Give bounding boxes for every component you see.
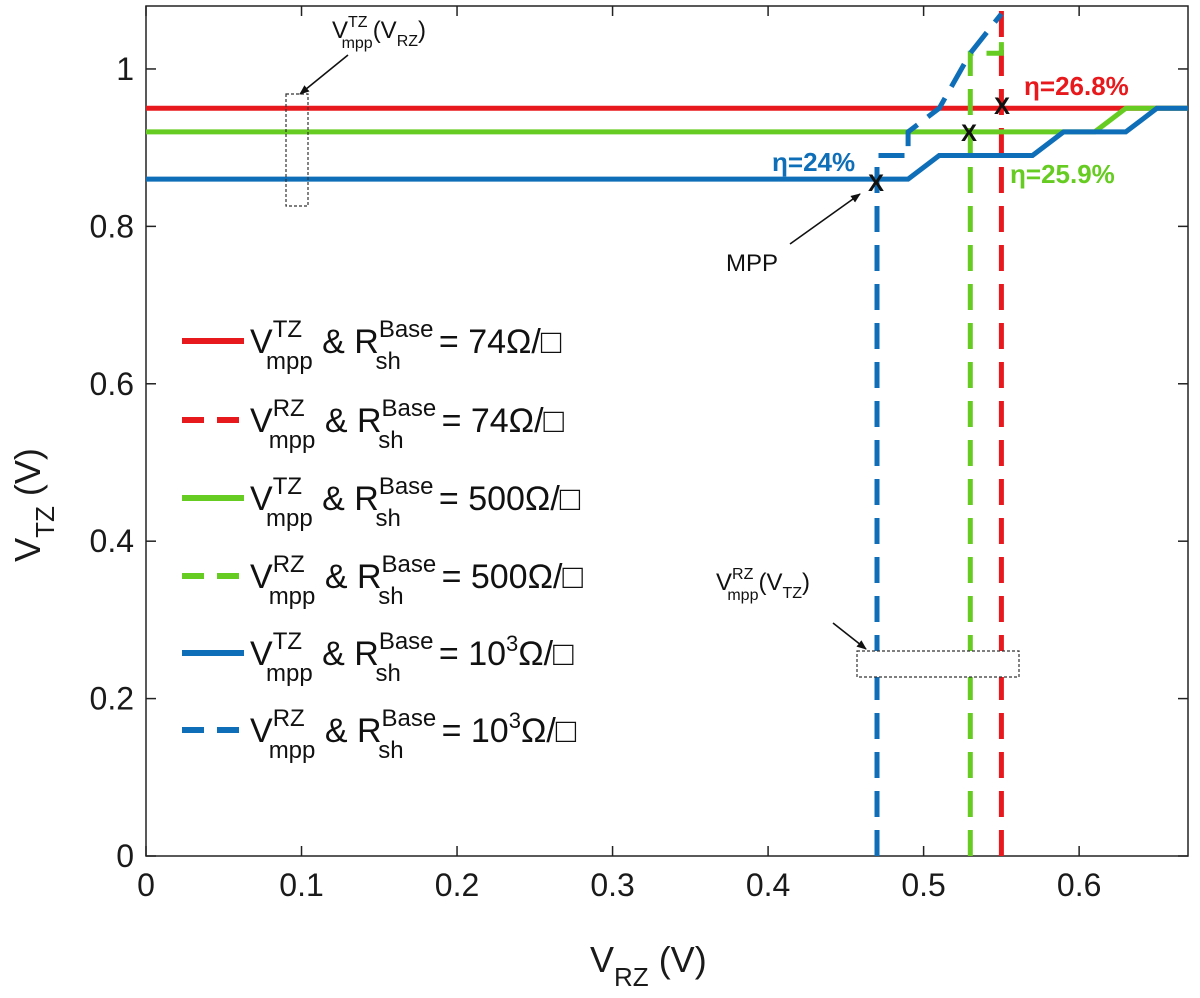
series-line-blue-solid xyxy=(146,105,1188,182)
series-line-blue-dashed xyxy=(874,12,1004,856)
legend-label-red-solid: VTZ mpp & RBase sh= 74Ω/□ xyxy=(250,316,562,375)
x-tick-label: 0.3 xyxy=(590,867,634,903)
legend-label-blue-solid: VTZ mpp & RBase sh= 103Ω/□ xyxy=(250,628,574,687)
plot-area xyxy=(145,5,1189,857)
series-line-green-dashed xyxy=(967,29,1004,856)
eta-label-green: η=25.9% xyxy=(1010,159,1115,189)
mpp-label: MPP xyxy=(726,250,778,277)
y-tick-label: 0.2 xyxy=(90,681,134,717)
arrow-mpp xyxy=(789,193,861,245)
y-tick-label: 0.6 xyxy=(90,366,134,402)
x-tick-label: 0.6 xyxy=(1057,867,1101,903)
mpp-marker-blue: X xyxy=(868,170,884,197)
eta-label-blue: η=24% xyxy=(772,147,855,177)
legend-label-green-solid: VTZ mpp & RBase sh= 500Ω/□ xyxy=(250,473,581,532)
legend-label-blue-dashed: VRZ mpp & RBase sh= 103Ω/□ xyxy=(250,705,577,764)
x-tick-label: 0 xyxy=(137,867,155,903)
mpp-marker-red: X xyxy=(994,93,1010,120)
legend: VTZ mpp & RBase sh= 74Ω/□ VRZ mpp & RBase sh… xyxy=(182,316,583,764)
series-layer xyxy=(146,6,1188,856)
y-tick-label: 1 xyxy=(116,51,134,87)
y-axis-label: VTZ (V) xyxy=(7,448,60,562)
eta-label-red: η=26.8% xyxy=(1024,71,1129,101)
mpp-marker-green: X xyxy=(961,120,977,147)
x-tick-label: 0.2 xyxy=(435,867,479,903)
arrow-bottom-box xyxy=(832,622,867,650)
y-tick-label: 0.4 xyxy=(90,523,134,559)
x-tick-label: 0.5 xyxy=(901,867,945,903)
y-tick-label: 0.8 xyxy=(90,208,134,244)
ticks-layer: 0 0.1 0.2 0.3 0.4 0.5 0.6 0 0.2 0.4 0.6 0.8 1 xyxy=(90,6,1188,903)
annotation-box-bottom xyxy=(856,650,1020,678)
x-axis-label: VRZ (V) xyxy=(590,939,707,992)
x-tick-label: 0.1 xyxy=(279,867,323,903)
x-tick-label: 0.4 xyxy=(746,867,790,903)
arrow-top-box xyxy=(299,54,349,95)
y-tick-label: 0 xyxy=(116,838,134,874)
legend-label-green-dashed: VRZ mpp & RBase sh= 500Ω/□ xyxy=(250,551,583,610)
legend-label-red-dashed: VRZ mpp & RBase sh= 74Ω/□ xyxy=(250,395,565,454)
annotation-box-top-label: VTZ mpp(VRZ) xyxy=(332,14,426,52)
annotation-box-bottom-label: VRZ mpp(VTZ) xyxy=(716,566,810,604)
annotation-box-top xyxy=(285,93,309,207)
